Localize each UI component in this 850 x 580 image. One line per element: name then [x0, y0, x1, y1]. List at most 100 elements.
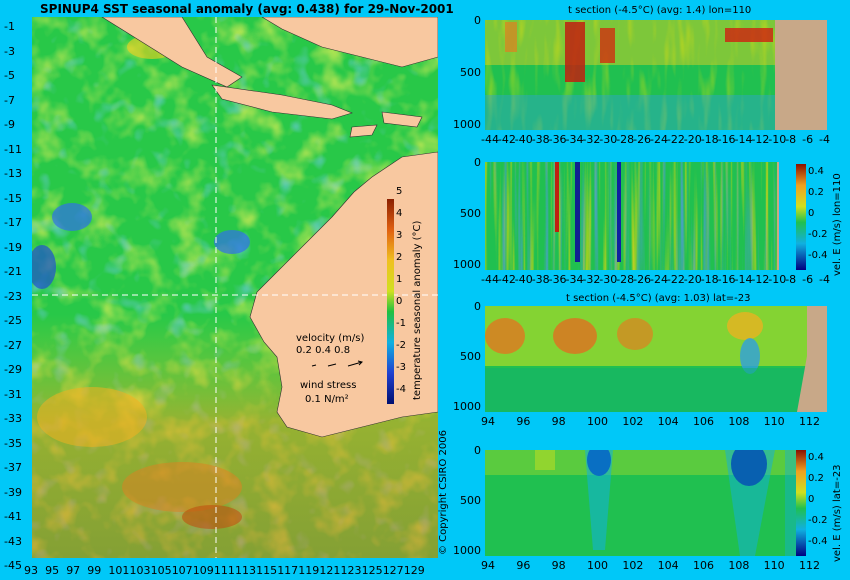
- panel1-x-tick: -12: [751, 133, 770, 146]
- lat-tick-label: -41: [4, 510, 22, 523]
- lon-tick-label: 113: [235, 564, 256, 577]
- panel3-x-tick: 106: [693, 415, 714, 428]
- vel-east-section-lon-110[interactable]: [485, 162, 779, 270]
- panel2-x-tick: -6: [802, 273, 814, 286]
- panel2-x-tick: -36: [548, 273, 567, 286]
- panel2-x-tick: -14: [734, 273, 753, 286]
- panel2-x-tick: -12: [751, 273, 770, 286]
- panel3-x-tick: 102: [622, 415, 644, 428]
- panel4-x-tick: 104: [657, 559, 679, 572]
- lon-tick-label: 95: [45, 564, 60, 577]
- lat-tick-label: -43: [4, 534, 22, 548]
- lat-tick-label: -25: [4, 314, 22, 327]
- panel2-x-tick: -24: [650, 273, 668, 286]
- lon-tick-label: 109: [192, 564, 214, 577]
- panel4-x-tick: 110: [763, 559, 785, 572]
- velocity-legend-values: 0.2 0.4 0.8: [296, 345, 351, 356]
- panel4-y-tick: 1000: [453, 544, 481, 557]
- panel2-cbar-tick: 0.4: [808, 166, 824, 177]
- vel-east-section-lat-minus-23[interactable]: [485, 450, 797, 556]
- lon-tick-label: 99: [87, 564, 102, 577]
- colorbar-tick-label: -2: [396, 340, 406, 351]
- panel2-x-tick: -22: [666, 273, 685, 286]
- panel1-y-tick: 500: [460, 66, 481, 79]
- lon-tick-label: 121: [319, 564, 341, 577]
- panel3-y-tick: 500: [460, 350, 481, 363]
- panel2-x-tick: -34: [565, 273, 584, 286]
- lon-tick-label: 117: [277, 564, 299, 577]
- map-colorbar-ticks: 5 4 3 2 1 0 -1 -2 -3 -4: [396, 186, 410, 402]
- lon-tick-label: 103: [129, 564, 151, 577]
- panel2-y-tick: 500: [460, 207, 481, 220]
- panel2-x-tick: -8: [785, 273, 797, 286]
- colorbar-tick-label: 2: [396, 252, 403, 263]
- panel1-x-tick: -40: [514, 133, 533, 146]
- lat-tick-label: -9: [4, 118, 15, 131]
- colorbar-tick-label: -4: [396, 384, 406, 395]
- colorbar-tick-label: 4: [396, 208, 403, 219]
- panel1-x-tick: -24: [650, 133, 668, 146]
- panel3-x-tick: 96: [516, 415, 531, 428]
- panel2-cbar-tick: -0.4: [808, 250, 828, 261]
- lon-tick-label: 125: [361, 564, 383, 577]
- panel4-cbar-tick: -0.4: [808, 536, 828, 547]
- panel3-x-tick: 108: [728, 415, 750, 428]
- lat-tick-label: -13: [4, 167, 22, 180]
- panel3-x-tick: 104: [657, 415, 679, 428]
- velocity-legend-label: velocity (m/s): [296, 333, 365, 344]
- lat-tick-label: -5: [4, 69, 15, 82]
- panel1-x-tick: -6: [802, 133, 814, 146]
- panel1-y-tick: 0: [474, 14, 481, 27]
- lat-tick-label: -3: [4, 44, 15, 58]
- panel2-x-tick: -26: [633, 273, 652, 286]
- panel1-x-tick: -14: [734, 133, 753, 146]
- map-title: SPINUP4 SST seasonal anomaly (avg: 0.438…: [40, 2, 454, 16]
- sst-anomaly-map[interactable]: [32, 17, 438, 558]
- lon-tick-label: 107: [171, 564, 193, 577]
- panel2-y-tick: 0: [474, 156, 481, 169]
- colorbar-tick-label: -1: [396, 318, 406, 329]
- lat-tick-label: -23: [4, 289, 22, 303]
- panel4-y-tick: 0: [474, 444, 481, 457]
- lat-tick-label: -39: [4, 485, 22, 499]
- panel3-x-tick: 110: [763, 415, 785, 428]
- panel1-x-tick: -28: [616, 133, 635, 146]
- panel2-x-tick: -28: [616, 273, 635, 286]
- t-section-lon-110[interactable]: [485, 20, 827, 130]
- panel1-x-tick: -4: [819, 133, 830, 146]
- t-section-lat-minus-23[interactable]: [485, 306, 827, 412]
- colorbar-tick-label: 0: [396, 296, 403, 307]
- lon-tick-label: 101: [108, 564, 130, 577]
- panel2-x-tick: -4: [819, 273, 830, 286]
- lat-tick-label: -45: [4, 559, 22, 572]
- panel1-x-tick: -38: [531, 133, 550, 146]
- panel2-x-tick: -18: [700, 273, 719, 286]
- panel1-x-tick: -20: [683, 133, 702, 146]
- panel2-side-label: vel. E (m/s) lon=110: [832, 173, 843, 276]
- lon-tick-label: 93: [24, 564, 38, 577]
- panel1-x-tick: -34: [565, 133, 584, 146]
- panel4-x-tick: 96: [516, 559, 531, 572]
- panel4-y-tick: 500: [460, 494, 481, 507]
- panel1-x-tick: -10: [768, 133, 787, 146]
- panel4-cbar-tick: 0.2: [808, 473, 824, 484]
- panel1-x-tick: -26: [633, 133, 652, 146]
- panel1-x-tick: -8: [785, 133, 797, 146]
- panel3-y-tick: 1000: [453, 400, 481, 413]
- panel4-cbar-tick: -0.2: [808, 515, 828, 526]
- panel1-x-tick: -22: [666, 133, 685, 146]
- panel2-cbar-tick: 0.2: [808, 187, 824, 198]
- panel3-x-tick: 112: [799, 415, 820, 428]
- colorbar-tick-label: 3: [396, 230, 403, 241]
- lat-tick-label: -29: [4, 363, 22, 376]
- lon-tick-label: 119: [298, 564, 320, 577]
- lat-tick-label: -17: [4, 216, 22, 229]
- lon-tick-label: 127: [382, 564, 404, 577]
- lat-tick-label: -19: [4, 240, 22, 254]
- panel3-y-tick: 0: [474, 300, 481, 313]
- lat-tick-label: -15: [4, 191, 22, 205]
- lon-tick-label: 115: [256, 564, 278, 577]
- panel1-y-tick: 1000: [453, 118, 481, 131]
- lon-tick-label: 105: [150, 564, 172, 577]
- lat-tick-label: -27: [4, 338, 22, 352]
